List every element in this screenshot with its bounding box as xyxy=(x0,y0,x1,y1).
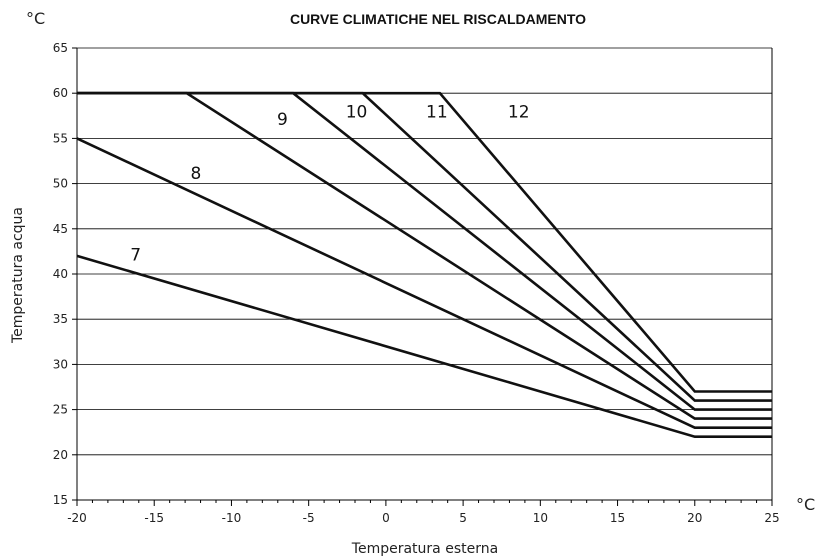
curve-line-8 xyxy=(76,137,772,430)
x-tick-label: -10 xyxy=(222,511,242,525)
curve-label-10: 10 xyxy=(346,103,368,123)
curve-line-12 xyxy=(77,91,772,393)
y-tick-label: 40 xyxy=(53,267,68,281)
x-tick-label: 10 xyxy=(533,511,548,525)
curve-label-9: 9 xyxy=(277,110,288,130)
grid-layer xyxy=(77,47,772,456)
axis-layer: 15 20 25 30 35 40 45 50 55 60 65 -20 -15 -10 -5 0 5 10 15 2… xyxy=(53,41,780,525)
curve-label-8: 8 xyxy=(191,164,202,184)
y-tick-label: 45 xyxy=(53,222,68,236)
curve-label-7: 7 xyxy=(130,245,141,265)
x-tick-label: 25 xyxy=(764,511,779,525)
y-axis-label: Temperatura acqua xyxy=(10,207,26,344)
y-tick-label: 15 xyxy=(53,493,68,507)
y-tick-label: 50 xyxy=(53,177,68,191)
x-tick-label: 20 xyxy=(687,511,702,525)
x-tick-label: -20 xyxy=(67,511,87,525)
curve-label-11: 11 xyxy=(426,103,448,123)
series-layer xyxy=(76,91,772,439)
x-tick-label: 15 xyxy=(610,511,625,525)
y-tick-label: 20 xyxy=(53,448,68,462)
y-tick-label: 65 xyxy=(53,41,68,55)
y-tick-label: 55 xyxy=(53,131,68,145)
x-unit-label: °C xyxy=(796,495,815,514)
chart-title: CURVE CLIMATICHE NEL RISCALDAMENTO xyxy=(290,11,586,27)
curve-line-7 xyxy=(76,254,772,439)
y-unit-label: °C xyxy=(26,9,45,28)
curve-line-9 xyxy=(77,91,772,420)
y-tick-label: 60 xyxy=(53,86,68,100)
x-axis-label: Temperatura esterna xyxy=(351,541,498,557)
y-tick-label: 35 xyxy=(53,312,68,326)
x-tick-label: -15 xyxy=(144,511,164,525)
x-tick-label: 5 xyxy=(459,511,467,525)
y-tick-label: 25 xyxy=(53,403,68,417)
x-tick-label: -5 xyxy=(303,511,315,525)
x-tick-label: 0 xyxy=(382,511,390,525)
curve-label-12: 12 xyxy=(508,103,530,123)
y-tick-label: 30 xyxy=(53,357,68,371)
curve-line-10 xyxy=(77,91,772,411)
series-label-layer: 7 8 9 10 11 12 xyxy=(130,103,529,266)
